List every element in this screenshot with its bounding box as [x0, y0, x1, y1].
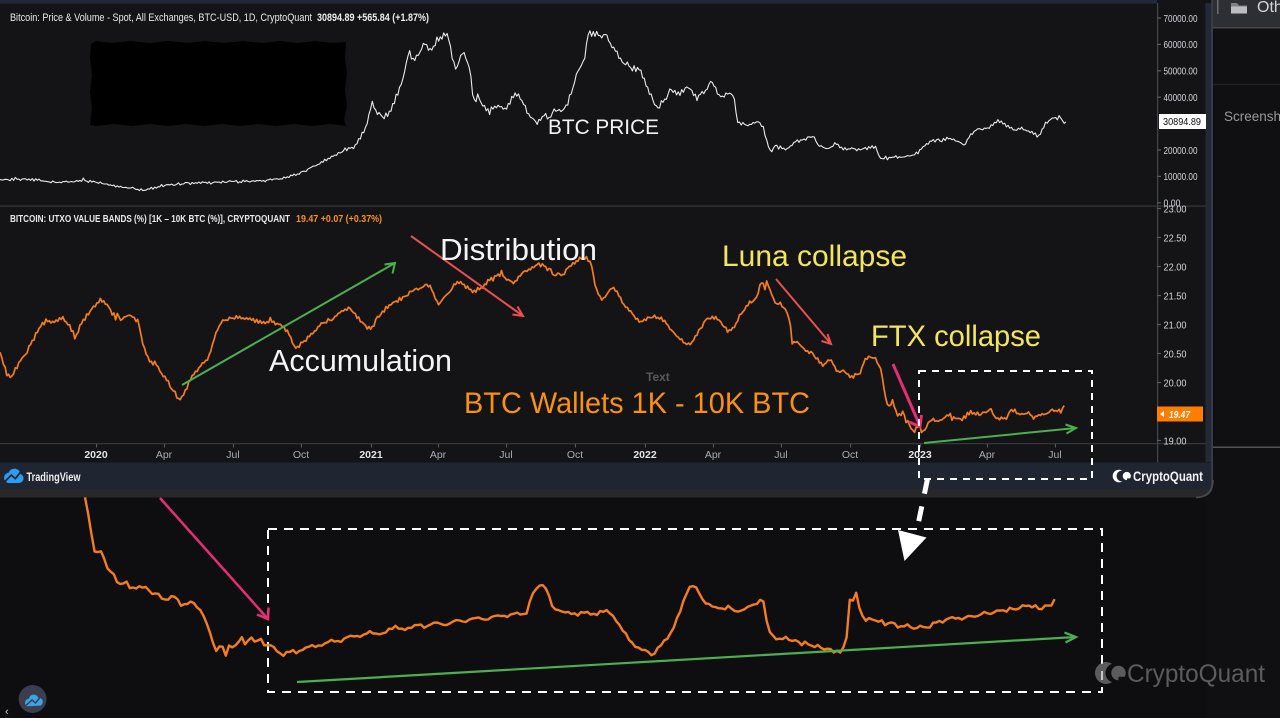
- svg-text:2021: 2021: [359, 449, 383, 461]
- svg-text:19.47: 19.47: [1169, 410, 1190, 421]
- svg-text:Accumulation: Accumulation: [269, 343, 452, 378]
- svg-text:70000.00: 70000.00: [1164, 13, 1198, 25]
- svg-text:Apr: Apr: [979, 449, 996, 461]
- svg-text:Jul: Jul: [1048, 449, 1061, 461]
- svg-text:CryptoQuant: CryptoQuant: [1127, 660, 1265, 688]
- svg-text:60000.00: 60000.00: [1164, 39, 1198, 51]
- svg-text:Apr: Apr: [705, 449, 722, 461]
- svg-text:Oth: Oth: [1257, 0, 1280, 16]
- svg-text:50000.00: 50000.00: [1164, 66, 1198, 78]
- svg-text:TradingView: TradingView: [27, 470, 82, 484]
- svg-text:Oct: Oct: [293, 449, 309, 461]
- svg-text:0.00: 0.00: [1164, 198, 1181, 210]
- svg-text:Oct: Oct: [567, 449, 583, 461]
- svg-text:30894.89 +565.84 (+1.87%): 30894.89 +565.84 (+1.87%): [317, 12, 429, 24]
- svg-text:20.00: 20.00: [1164, 377, 1187, 389]
- svg-text:10000.00: 10000.00: [1164, 171, 1198, 183]
- svg-text:23.00: 23.00: [1164, 203, 1187, 215]
- svg-text:Apr: Apr: [430, 449, 447, 461]
- svg-text:22.00: 22.00: [1164, 261, 1187, 273]
- svg-text:19.00: 19.00: [1164, 435, 1187, 447]
- svg-text:Jul: Jul: [226, 449, 239, 461]
- svg-text:21.50: 21.50: [1164, 290, 1187, 302]
- svg-text:Distribution: Distribution: [440, 232, 597, 267]
- svg-text:19.47 +0.07 (+0.37%): 19.47 +0.07 (+0.37%): [296, 213, 382, 225]
- svg-text:CryptoQuant: CryptoQuant: [1133, 469, 1203, 484]
- svg-text:Text: Text: [646, 370, 670, 384]
- svg-text:FTX collapse: FTX collapse: [871, 320, 1041, 353]
- svg-text:BTC Wallets 1K - 10K BTC: BTC Wallets 1K - 10K BTC: [464, 387, 810, 420]
- svg-text:Jul: Jul: [499, 449, 512, 461]
- svg-text:20000.00: 20000.00: [1164, 145, 1198, 157]
- svg-text:BTC PRICE: BTC PRICE: [548, 115, 659, 139]
- svg-text:30894.89: 30894.89: [1163, 116, 1201, 128]
- svg-text:Screensho: Screensho: [1224, 109, 1280, 124]
- svg-text:Luna collapse: Luna collapse: [722, 240, 907, 273]
- svg-text:Jul: Jul: [774, 449, 787, 461]
- svg-text:22.50: 22.50: [1164, 232, 1187, 244]
- svg-text:2023: 2023: [908, 449, 932, 461]
- svg-text:‹: ‹: [5, 706, 9, 718]
- svg-text:2020: 2020: [84, 449, 108, 461]
- svg-text:Bitcoin: Price & Volume - Spot: Bitcoin: Price & Volume - Spot, All Exch…: [10, 12, 312, 24]
- svg-text:21.00: 21.00: [1164, 319, 1187, 331]
- svg-text:20.50: 20.50: [1164, 348, 1187, 360]
- svg-text:2022: 2022: [633, 449, 657, 461]
- svg-text:Oct: Oct: [842, 449, 858, 461]
- svg-text:Apr: Apr: [156, 449, 173, 461]
- svg-text:40000.00: 40000.00: [1164, 92, 1198, 104]
- svg-text:BITCOIN: UTXO VALUE BANDS (%): BITCOIN: UTXO VALUE BANDS (%) [1K – 10K …: [10, 213, 290, 225]
